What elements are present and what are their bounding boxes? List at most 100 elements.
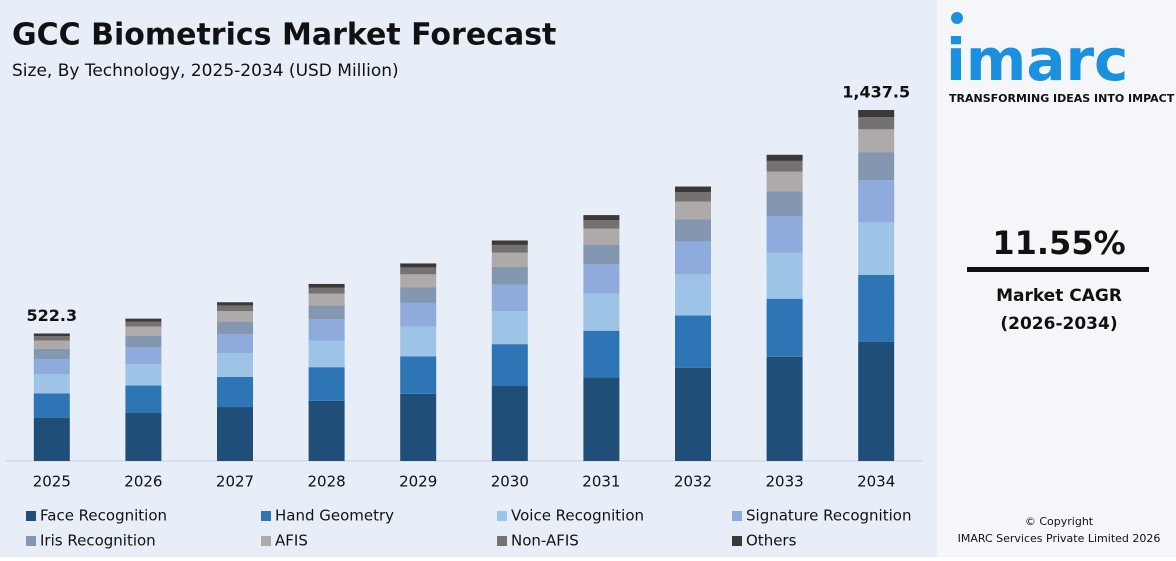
x-tick-label: 2030	[491, 473, 529, 491]
x-tick-label: 2028	[308, 473, 346, 491]
bar-segment	[858, 341, 895, 461]
x-tick-label: 2025	[33, 473, 71, 491]
legend-swatch	[261, 536, 271, 546]
bar-segment	[766, 356, 803, 461]
bar-segment	[766, 298, 803, 357]
bar-segment	[308, 367, 345, 401]
bar-segment	[675, 315, 711, 368]
bar-segment	[217, 334, 253, 354]
bar-segment	[308, 305, 345, 320]
bar-segment	[125, 385, 162, 413]
bar-segment	[33, 358, 70, 375]
bar-segment	[583, 377, 620, 461]
bar-segment	[217, 376, 253, 408]
bar-segment	[217, 311, 253, 322]
bar-segment	[858, 274, 895, 342]
legend-label: Voice Recognition	[511, 507, 644, 525]
bar-segment	[308, 293, 345, 306]
bar-segment	[217, 353, 253, 377]
bar-segment	[308, 287, 345, 294]
bar-segment	[858, 110, 895, 118]
legend-swatch	[26, 511, 36, 521]
bar-segment	[33, 348, 70, 359]
cagr-label: Market CAGR	[996, 286, 1122, 306]
bar-segment	[675, 201, 711, 220]
bar-segment	[125, 321, 162, 327]
bar-segment	[33, 340, 70, 349]
bar-segment	[33, 417, 70, 461]
x-tick-label: 2029	[399, 473, 437, 491]
bar-segment	[308, 283, 345, 288]
logo-dot	[951, 12, 963, 24]
bar-segment	[491, 386, 528, 461]
legend-label: Face Recognition	[40, 507, 167, 525]
bar-segment	[491, 284, 528, 312]
bar-segment	[125, 347, 162, 365]
bar-segment	[766, 171, 803, 192]
bar-segment	[583, 220, 620, 229]
x-tick-label: 2031	[582, 473, 620, 491]
bar-segment	[125, 335, 162, 348]
bar-segment	[858, 222, 895, 275]
legend-label: Signature Recognition	[746, 507, 911, 525]
bar-segment	[583, 215, 620, 221]
copyright: © Copyright	[1025, 515, 1094, 528]
bar-segment	[33, 333, 70, 337]
x-tick-label: 2033	[766, 473, 804, 491]
bar-segment	[675, 367, 711, 461]
bar-segment	[400, 287, 437, 303]
bar-segment	[400, 393, 437, 461]
bar-segment	[766, 160, 803, 172]
bar-segment	[400, 267, 437, 275]
bar-segment	[675, 192, 711, 202]
bar-segment	[308, 319, 345, 341]
cagr-rule	[967, 267, 1149, 272]
x-tick-label: 2026	[124, 473, 162, 491]
bar-segment	[400, 302, 437, 327]
logo: imarc	[946, 26, 1128, 94]
legend-swatch	[732, 511, 742, 521]
bar-segment	[491, 240, 528, 245]
legend-swatch	[497, 511, 507, 521]
bar-segment	[125, 326, 162, 336]
bar-segment	[33, 336, 70, 341]
bar-segment	[675, 241, 711, 275]
bar-segment	[491, 244, 528, 253]
cagr-period: (2026-2034)	[1000, 314, 1117, 334]
bar-segment	[583, 330, 620, 378]
bar-segment	[766, 191, 803, 217]
bar-segment	[400, 274, 437, 288]
bar-segment	[400, 263, 437, 268]
bar-segment	[217, 407, 253, 461]
side-panel	[937, 0, 1176, 557]
bar-segment	[491, 252, 528, 267]
bar-segment	[125, 412, 162, 461]
bar-segment	[675, 274, 711, 316]
total-label: 1,437.5	[842, 83, 910, 102]
bar-segment	[583, 228, 620, 245]
x-tick-label: 2032	[674, 473, 712, 491]
bar-segment	[125, 364, 162, 386]
bar-segment	[308, 400, 345, 461]
legend-swatch	[261, 511, 271, 521]
bar-segment	[217, 305, 253, 312]
bar-segment	[491, 311, 528, 345]
tagline: TRANSFORMING IDEAS INTO IMPACT	[949, 92, 1175, 105]
bar-segment	[766, 154, 803, 161]
chart-title: GCC Biometrics Market Forecast	[12, 18, 556, 53]
bar-segment	[400, 326, 437, 357]
bar-segment	[583, 264, 620, 294]
legend-label: AFIS	[275, 532, 308, 550]
bar-segment	[675, 219, 711, 242]
bar-segment	[766, 216, 803, 253]
legend-swatch	[732, 536, 742, 546]
bar-segment	[33, 374, 70, 394]
bar-segment	[491, 266, 528, 285]
bar-segment	[217, 302, 253, 306]
bar-segment	[858, 180, 895, 223]
bar-segment	[491, 344, 528, 387]
legend-label: Non-AFIS	[511, 532, 579, 550]
company: IMARC Services Private Limited 2026	[958, 532, 1161, 545]
legend-label: Others	[746, 532, 797, 550]
